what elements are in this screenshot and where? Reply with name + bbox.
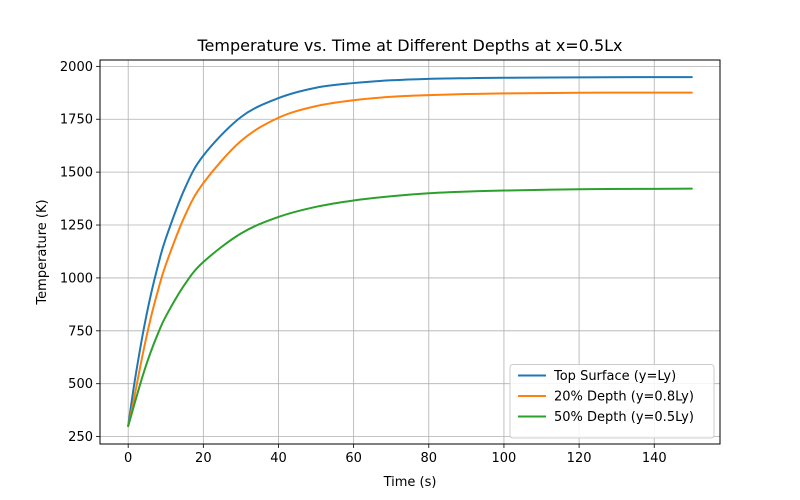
x-tick-label: 140 xyxy=(642,451,667,466)
y-tick-label: 250 xyxy=(68,430,93,445)
y-tick-label: 1500 xyxy=(60,166,93,181)
x-tick-label: 40 xyxy=(270,451,287,466)
x-tick-label: 20 xyxy=(195,451,212,466)
chart-title: Temperature vs. Time at Different Depths… xyxy=(196,36,622,55)
legend: Top Surface (y=Ly) 20% Depth (y=0.8Ly) 50%… xyxy=(509,364,715,439)
series-lines xyxy=(127,76,693,428)
y-tick-label: 1750 xyxy=(60,113,93,128)
x-axis-title: Time (s) xyxy=(383,475,437,490)
y-tick-label: 1250 xyxy=(60,219,93,234)
x-tick-label: 120 xyxy=(567,451,592,466)
x-tick-label: 100 xyxy=(492,451,517,466)
y-tick-label: 1000 xyxy=(60,271,93,286)
x-tick-label: 0 xyxy=(124,451,132,466)
legend-box xyxy=(509,364,715,439)
legend-label-1: Top Surface (y=Ly) xyxy=(553,369,676,384)
series-line-3 xyxy=(127,187,693,428)
y-tick-label: 500 xyxy=(68,377,93,392)
x-tick-label: 80 xyxy=(421,451,438,466)
y-tick-label: 750 xyxy=(68,324,93,339)
y-tick-label: 2000 xyxy=(60,60,93,75)
x-tick-label: 60 xyxy=(345,451,362,466)
legend-label-2: 20% Depth (y=0.8Ly) xyxy=(554,390,694,405)
plot-area-frame xyxy=(99,59,721,445)
y-axis-title: Temperature (K) xyxy=(35,199,50,305)
series-line-2 xyxy=(127,91,693,428)
series-line-1 xyxy=(127,76,693,428)
legend-label-3: 50% Depth (y=0.5Ly) xyxy=(554,410,694,425)
axis-ticks: 0 20 40 60 80 100 120 140 250 500 750 1000 1250 1500 1… xyxy=(60,60,667,466)
